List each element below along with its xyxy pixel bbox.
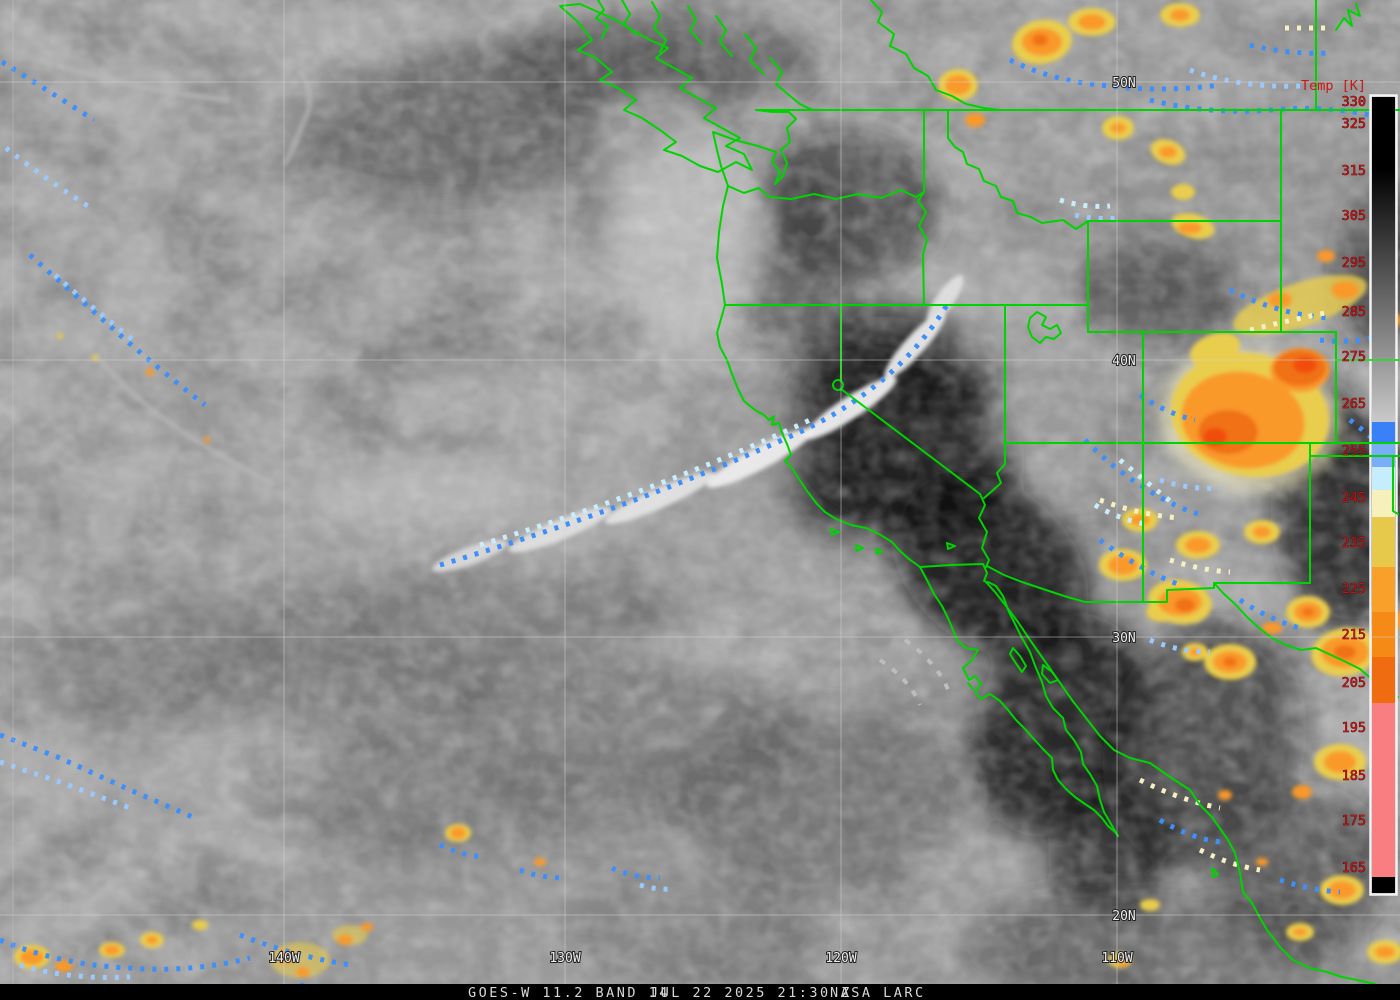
status-timestamp: JUL 22 2025 21:30 Z — [650, 985, 852, 1000]
scale-segment — [1372, 567, 1395, 612]
lon-label-130w: 130W — [549, 951, 580, 966]
status-bar: GOES-W 11.2 BAND 14 JUL 22 2025 21:30 Z … — [0, 984, 1400, 1000]
coast-bc-fjords — [595, 0, 813, 111]
scale-segment — [1372, 612, 1395, 657]
status-credit: NASA LARC — [830, 985, 926, 1000]
scale-tick: 305 — [1342, 208, 1366, 224]
scale-segment — [1372, 517, 1395, 567]
lake-tahoe — [832, 379, 844, 391]
coast-oregon — [716, 185, 729, 306]
scale-title: Temp [K] — [1301, 78, 1366, 94]
border-nv-az — [983, 442, 1006, 499]
lon-label-110w: 110W — [1101, 951, 1132, 966]
border-ca-mexico — [919, 563, 988, 582]
scale-segment — [1372, 467, 1395, 490]
coast-washington — [712, 131, 729, 187]
status-product: GOES-W 11.2 BAND 14 — [468, 985, 670, 1000]
coast-baja-west — [919, 566, 1119, 837]
lat-label-20n: 20N — [1112, 909, 1135, 924]
border-alberta — [1315, 0, 1361, 109]
scale-segment — [1372, 442, 1395, 467]
lon-label-140w: 140W — [268, 951, 299, 966]
coast-baja-east — [987, 581, 1119, 837]
border-wa-or — [727, 185, 925, 200]
scale-tick: 215 — [1342, 627, 1366, 643]
scale-tick: 330 — [1342, 94, 1366, 110]
lake-great-salt — [1027, 311, 1062, 344]
islands-channel — [830, 528, 956, 555]
scale-tick: 205 — [1342, 675, 1366, 691]
lon-label-120w: 120W — [825, 951, 856, 966]
temperature-scale — [1369, 94, 1398, 896]
scale-tick: 195 — [1342, 720, 1366, 736]
coast-california — [716, 304, 921, 568]
border-tx-ok — [1309, 455, 1400, 515]
scale-segment — [1372, 877, 1395, 893]
lat-label-50n: 50N — [1112, 76, 1135, 91]
border-az-mexico — [986, 565, 1215, 603]
scale-tick: 255 — [1342, 443, 1366, 459]
scale-tick: 245 — [1342, 490, 1366, 506]
border-wyoming — [1087, 220, 1282, 333]
scale-segment — [1372, 422, 1395, 442]
border-or-id — [917, 191, 928, 306]
scale-tick: 315 — [1342, 163, 1366, 179]
map-borders-overlay — [559, 0, 1399, 985]
scale-tick: 285 — [1342, 304, 1366, 320]
islands-gulf — [967, 647, 1219, 878]
scale-tick: 295 — [1342, 255, 1366, 271]
island-vancouver — [559, 3, 753, 173]
scale-tick: 165 — [1342, 860, 1366, 876]
coast-mexico-mainland — [984, 580, 1376, 985]
scale-tick: 185 — [1342, 768, 1366, 784]
lat-label-40n: 40N — [1112, 354, 1135, 369]
scale-tick: 275 — [1342, 349, 1366, 365]
convection-layer — [14, 3, 1400, 996]
scale-tick: 175 — [1342, 813, 1366, 829]
temperature-scale-labels: Temp [K] 330 325 315 305 295 285 275 265… — [1301, 78, 1366, 876]
border-id-mt — [947, 109, 1089, 230]
scale-segment — [1372, 657, 1395, 703]
status-bar-background — [0, 984, 1400, 1000]
scale-tick: 235 — [1342, 535, 1366, 551]
puget-sound — [712, 109, 797, 185]
scale-segment — [1372, 703, 1395, 877]
lat-label-30n: 30N — [1112, 631, 1135, 646]
scale-tick: 325 — [1342, 116, 1366, 132]
scale-segment — [1372, 490, 1395, 517]
scale-border — [1369, 94, 1398, 896]
scale-tick: 225 — [1342, 581, 1366, 597]
scale-gray-segment — [1372, 97, 1395, 422]
scale-tick: 265 — [1342, 396, 1366, 412]
coast-british-columbia — [870, 0, 1001, 111]
